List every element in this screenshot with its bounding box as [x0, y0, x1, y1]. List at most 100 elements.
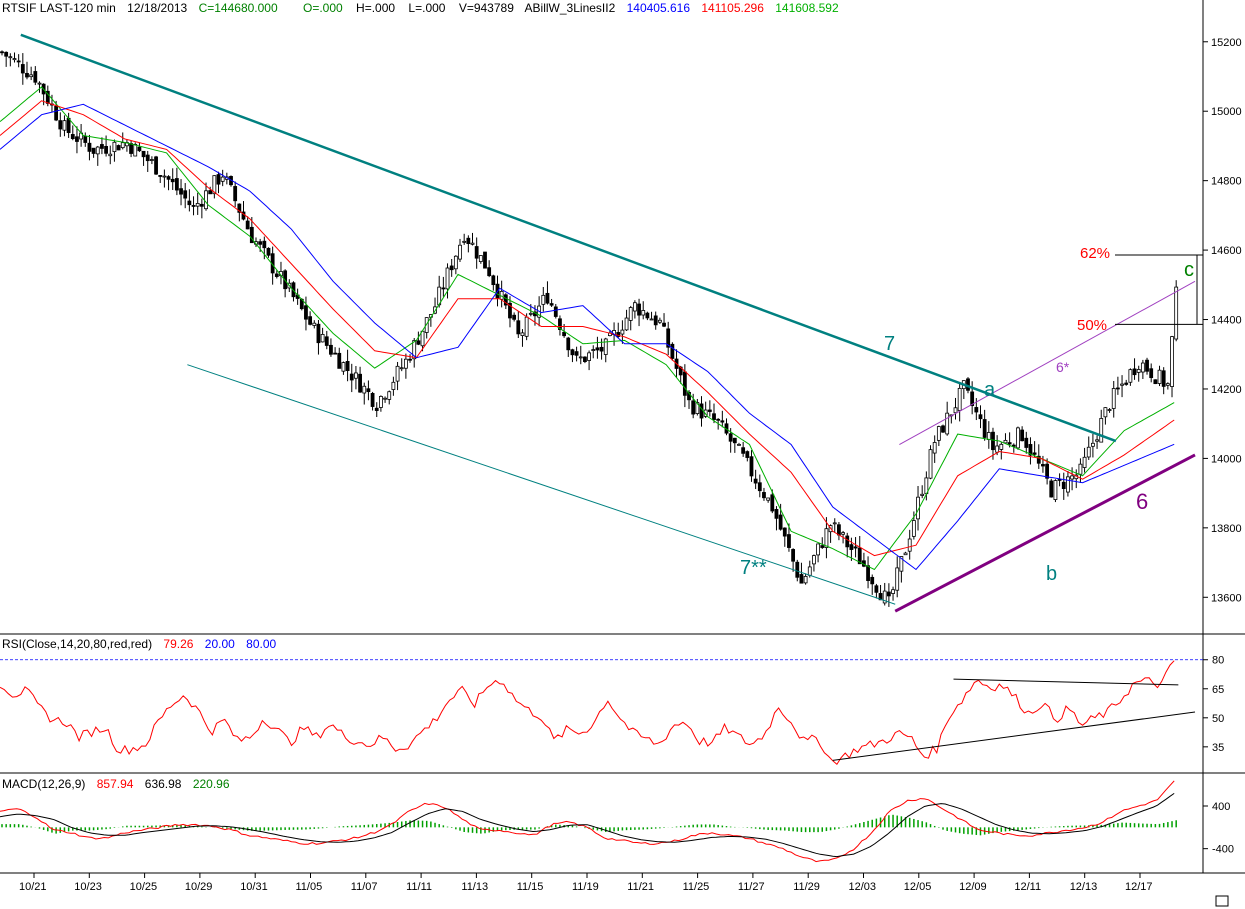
price-candle-body: [370, 393, 375, 407]
price-candle-body: [1115, 387, 1120, 390]
price-candle-body: [329, 344, 333, 355]
price-candle-body: [991, 431, 995, 451]
price-candle-body: [903, 552, 908, 556]
price-candle-body: [770, 494, 775, 512]
rsi-value: 79.26: [163, 637, 193, 651]
price-candle-body: [778, 514, 783, 530]
price-y-tick-label: 14200: [1211, 384, 1242, 396]
price-candle-body: [37, 82, 42, 85]
price-candle-body: [441, 287, 446, 290]
price-candle-body: [358, 373, 362, 393]
price-candle-body: [1111, 388, 1116, 409]
price-candle-body: [691, 400, 696, 415]
price-candle-body: [666, 328, 671, 348]
hist-value: 220.96: [193, 777, 230, 791]
price-candle-body: [383, 397, 387, 400]
price-candle-body: [1041, 464, 1045, 467]
date-tick-label: 10/31: [240, 881, 268, 893]
price-candle-body: [399, 367, 404, 370]
price-candle-body: [366, 388, 371, 393]
macd-y-tick-label: 400: [1212, 801, 1230, 813]
price-candle-body: [312, 322, 317, 326]
price-candle-body: [412, 340, 417, 360]
price-candle-body: [170, 178, 175, 183]
trendline-line7ss: [187, 364, 896, 605]
date-tick-label: 11/07: [351, 881, 378, 893]
price-candle-body: [603, 338, 608, 355]
price-candle-body: [524, 316, 529, 337]
price-candle-body: [341, 362, 346, 372]
price-candle-body: [1161, 370, 1166, 387]
price-y-tick-label: 14800: [1211, 176, 1242, 188]
price-candle-body: [0, 51, 4, 54]
price-candle-body: [145, 154, 150, 162]
price-candle-body: [753, 478, 758, 484]
price-candle-body: [895, 567, 900, 591]
price-candle-body: [599, 346, 604, 352]
price-candle-body: [1120, 383, 1124, 386]
price-candle-body: [108, 153, 113, 157]
price-y-tick-label: 14600: [1211, 245, 1242, 257]
price-candle-body: [116, 145, 121, 151]
price-candle-body: [158, 175, 163, 177]
price-candle-body: [216, 174, 221, 185]
date-tick-label: 11/15: [517, 881, 544, 893]
price-candle-body: [791, 549, 796, 562]
price-candle-body: [728, 433, 733, 442]
date-tick-label: 12/05: [904, 881, 932, 893]
price-candle-body: [832, 522, 837, 525]
price-candle-body: [936, 426, 941, 441]
price-candle-body: [149, 159, 154, 161]
date-tick-label: 11/25: [683, 881, 710, 893]
price-candle-body: [387, 391, 392, 400]
price-candle-body: [716, 418, 721, 421]
red-line-value: 141105.296: [701, 1, 764, 15]
rsi-low: 20.00: [205, 637, 235, 651]
price-candle-body: [562, 331, 567, 337]
price-candle-body: [304, 305, 308, 320]
price-candle-body: [204, 190, 208, 210]
price-candle-body: [354, 372, 358, 379]
price-candle-body: [70, 134, 75, 140]
price-candle-body: [628, 307, 633, 321]
price-candle-body: [162, 175, 167, 178]
line-6s-label: 6*: [1056, 359, 1070, 375]
price-candle-body: [891, 589, 895, 594]
date-tick-label: 10/21: [19, 881, 47, 893]
blue-line-value: 140405.616: [627, 1, 691, 15]
price-candle-body: [570, 349, 575, 356]
price-candle-body: [403, 358, 408, 369]
date-tick-label: 11/13: [461, 881, 488, 893]
price-candle-body: [1128, 369, 1133, 383]
price-candle-body: [512, 314, 517, 320]
price-candle-body: [1170, 336, 1174, 387]
price-candle-body: [974, 407, 979, 413]
price-candle-body: [841, 532, 845, 535]
price-candle-body: [670, 343, 675, 359]
price-candle-body: [208, 190, 213, 195]
price-candle-body: [766, 497, 771, 501]
price-candle-body: [649, 318, 654, 321]
price-candle-body: [337, 352, 342, 369]
price-candle-body: [237, 203, 242, 213]
date-tick-label: 12/17: [1125, 881, 1153, 893]
price-candle-body: [8, 56, 13, 59]
price-candle-body: [583, 356, 587, 362]
price-candle-body: [1016, 427, 1020, 449]
price-candle-body: [620, 329, 625, 335]
price-y-tick-label: 13800: [1211, 523, 1242, 535]
price-candle-body: [1049, 480, 1054, 498]
price-candle-body: [129, 143, 133, 154]
price-candle-body: [591, 349, 596, 351]
price-candle-body: [420, 330, 425, 347]
price-candle-body: [112, 141, 117, 153]
price-candle-body: [491, 275, 496, 286]
price-candle-body: [928, 449, 933, 479]
price-candle-body: [1124, 382, 1129, 385]
price-candle-body: [999, 443, 1004, 450]
price-candle-body: [857, 547, 862, 565]
price-candle-body: [911, 520, 916, 537]
price-candle-body: [1149, 368, 1154, 379]
price-y-tick-label: 15000: [1211, 106, 1242, 118]
